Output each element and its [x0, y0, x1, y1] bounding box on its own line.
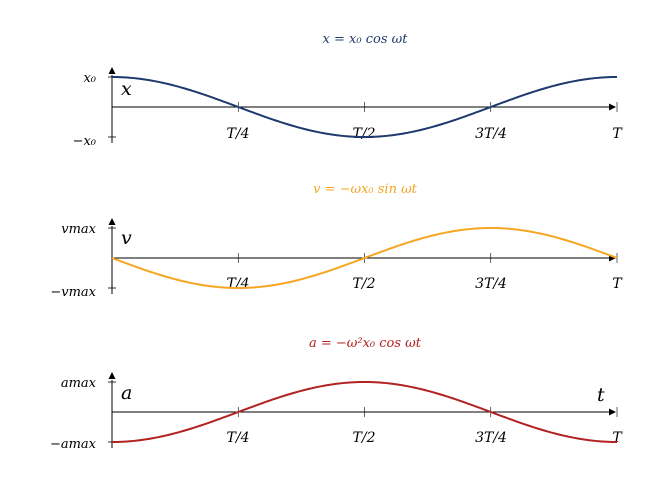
x-axis-arrow: [609, 408, 616, 416]
velocity-plot: v = −ωx₀ sin ωt vmax −vmax v T/4 T/2 3T/…: [50, 182, 623, 300]
velocity-title: v = −ωx₀ sin ωt: [313, 182, 418, 197]
y-axis-arrow: [108, 372, 116, 379]
acceleration-plot: a = −ω²x₀ cos ωt amax −amax a t T/4 T/2 …: [50, 336, 623, 452]
y-axis-label: a: [121, 382, 132, 404]
series-curve: [111, 76, 618, 139]
series-curve: [111, 226, 618, 290]
y-axis-label: x: [121, 78, 132, 100]
y-axis-label: v: [121, 227, 132, 249]
y-tick-min: −vmax: [50, 285, 96, 300]
series-curve: [111, 380, 618, 443]
y-axis-arrow: [108, 67, 116, 74]
y-tick-max: amax: [61, 376, 97, 391]
x-tick-label: 3T/4: [475, 126, 507, 142]
x-tick-label: T: [612, 126, 623, 142]
y-tick-max: vmax: [61, 222, 96, 237]
y-axis-arrow: [108, 218, 116, 225]
x-tick-label: T/2: [353, 126, 376, 142]
x-tick-label: T: [612, 430, 623, 446]
x-tick-label: T/2: [353, 276, 376, 292]
acceleration-title: a = −ω²x₀ cos ωt: [309, 336, 422, 351]
y-tick-min: −amax: [50, 437, 97, 452]
x-tick-label: T/2: [353, 430, 376, 446]
y-tick-max: x₀: [83, 71, 96, 86]
x-axis-arrow: [609, 103, 616, 111]
x-axis-label: t: [597, 384, 605, 406]
x-tick-label: T/4: [227, 430, 250, 446]
x-tick-label: T/4: [227, 276, 250, 292]
displacement-plot: x = x₀ cos ωt x₀ −x₀ x T/4 T/2 3T/4 T: [73, 32, 624, 149]
x-tick-label: T/4: [227, 126, 250, 142]
x-tick-label: 3T/4: [475, 276, 507, 292]
displacement-title: x = x₀ cos ωt: [323, 32, 409, 47]
x-tick-label: T: [612, 276, 623, 292]
y-tick-min: −x₀: [73, 134, 97, 149]
x-tick-label: 3T/4: [475, 430, 507, 446]
